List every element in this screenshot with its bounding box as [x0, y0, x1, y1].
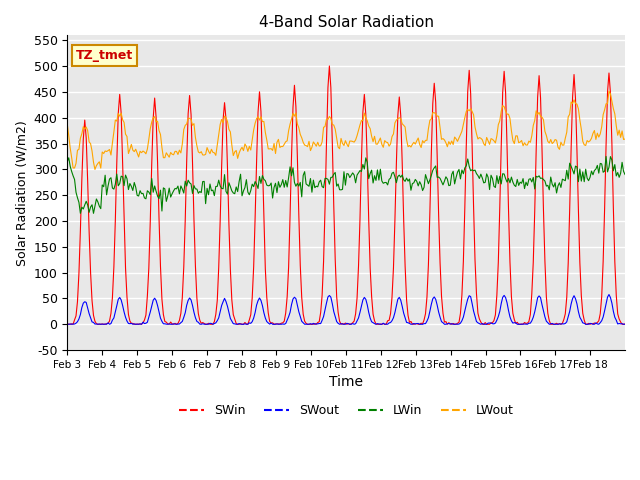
Legend: SWin, SWout, LWin, LWout: SWin, SWout, LWin, LWout: [173, 399, 518, 422]
SWout: [544, 320, 552, 325]
SWout: [618, 321, 626, 326]
SWout: [605, 292, 613, 298]
SWin: [464, 88, 472, 94]
LWin: [463, 163, 470, 168]
Line: LWin: LWin: [67, 156, 625, 213]
SWin: [620, 322, 627, 327]
LWout: [91, 167, 99, 172]
SWout: [350, 322, 358, 327]
SWin: [84, 178, 92, 184]
Text: TZ_tmet: TZ_tmet: [76, 49, 133, 62]
Line: SWin: SWin: [67, 66, 625, 324]
LWout: [605, 88, 613, 94]
LWin: [101, 172, 109, 178]
SWout: [83, 300, 90, 305]
LWin: [545, 187, 553, 192]
LWin: [352, 180, 360, 186]
SWin: [101, 322, 109, 327]
LWout: [621, 136, 629, 142]
LWin: [621, 171, 629, 177]
LWin: [602, 154, 610, 159]
LWout: [101, 148, 109, 154]
SWin: [353, 295, 361, 301]
LWout: [83, 124, 90, 130]
SWout: [461, 308, 468, 314]
SWin: [65, 322, 72, 327]
LWin: [84, 202, 92, 208]
Y-axis label: Solar Radiation (W/m2): Solar Radiation (W/m2): [15, 120, 28, 265]
LWout: [63, 121, 71, 127]
LWin: [63, 159, 71, 165]
LWout: [545, 140, 553, 146]
LWout: [463, 108, 470, 114]
Line: LWout: LWout: [67, 91, 625, 169]
SWin: [621, 321, 629, 327]
SWin: [326, 63, 333, 69]
SWout: [100, 322, 108, 327]
Line: SWout: SWout: [67, 295, 625, 324]
X-axis label: Time: Time: [329, 375, 363, 389]
SWin: [547, 322, 555, 327]
LWin: [77, 210, 84, 216]
SWout: [621, 322, 629, 327]
Title: 4-Band Solar Radiation: 4-Band Solar Radiation: [259, 15, 434, 30]
LWout: [352, 137, 360, 143]
SWin: [63, 321, 71, 326]
LWout: [620, 137, 627, 143]
SWout: [63, 322, 71, 327]
LWin: [620, 168, 627, 174]
